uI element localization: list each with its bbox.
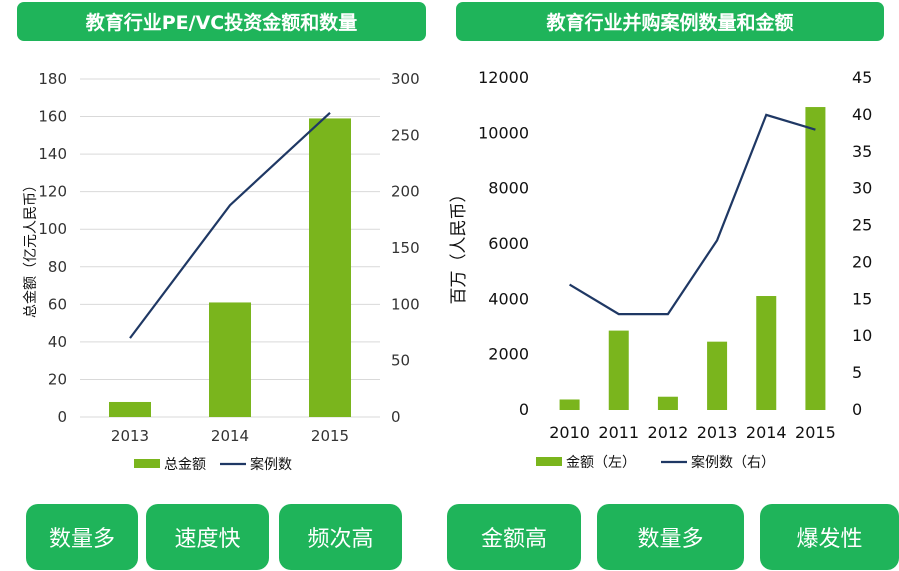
tag-right-1: 金额高 [447,504,581,570]
left-bar [209,302,251,417]
right-bar [805,107,826,411]
right-y-axis-title: 百万（人民币） [449,186,469,305]
left-y-axis-title: 总金额（亿元人民币） [23,178,39,318]
right-y-tick-label: 2000 [488,345,529,364]
left-bar [109,401,151,417]
tag-right-2: 数量多 [597,504,744,570]
right-line-series [569,113,816,316]
right-bar [756,296,777,410]
left-y-tick-label: 20 [48,370,67,388]
pe-vc-investment-chart: 0 20 40 60 80 100 120 140 160 180 0 50 100 150 200 250 3… [23,70,420,473]
left-y2-tick-label: 250 [391,126,420,144]
right-y-tick-label: 4000 [488,289,529,308]
ma-cases-chart: 0 2000 4000 6000 8000 10000 12000 0 5 10 15 20 25 30 3… [449,68,872,471]
right-x-tick-label: 2010 [549,423,590,442]
tag-left-3: 频次高 [279,504,402,570]
left-y2-tick-label: 0 [391,408,401,426]
left-x-tick-label: 2013 [111,427,149,445]
tag-left-2: 速度快 [146,504,269,570]
right-bar [559,399,580,410]
right-legend-line-label: 案例数（右） [691,454,775,471]
left-legend-bar-swatch [134,459,160,468]
left-legend-line-label: 案例数 [250,456,292,473]
right-y2-tick-label: 45 [852,68,872,87]
right-bar [608,330,629,410]
right-y2-tick-label: 10 [852,326,872,345]
right-y2-tick-label: 35 [852,142,872,161]
right-y-tick-label: 6000 [488,234,529,253]
right-bar [707,341,728,410]
right-x-tick-label: 2011 [598,423,639,442]
right-y2-tick-label: 30 [852,179,872,198]
right-x-tick-label: 2012 [648,423,689,442]
tag-left-1: 数量多 [26,504,138,570]
left-y-tick-label: 120 [38,183,67,201]
right-y2-tick-label: 25 [852,216,872,235]
right-y2-tick-label: 20 [852,252,872,271]
left-y2-tick-label: 150 [391,239,420,257]
left-y2-tick-label: 100 [391,295,420,313]
left-x-tick-label: 2014 [211,427,249,445]
right-chart-title: 教育行业并购案例数量和金额 [456,2,884,41]
right-y2-tick-label: 40 [852,105,872,124]
left-y-tick-label: 0 [57,408,67,426]
right-y-tick-label: 12000 [478,68,529,87]
left-y-tick-label: 100 [38,220,67,238]
right-bar [657,396,678,410]
right-x-tick-label: 2013 [697,423,738,442]
left-y2-tick-label: 300 [391,70,420,88]
left-y-tick-label: 80 [48,258,67,276]
left-y2-tick-label: 50 [391,352,410,370]
left-chart-title: 教育行业PE/VC投资金额和数量 [17,2,426,41]
right-y-tick-label: 10000 [478,123,529,142]
left-bar [309,118,351,417]
right-y2-tick-label: 15 [852,289,872,308]
left-y2-tick-label: 200 [391,183,420,201]
left-y-tick-label: 160 [38,108,67,126]
right-x-tick-label: 2015 [795,423,836,442]
left-line-series [129,111,331,339]
left-y-tick-label: 140 [38,145,67,163]
left-y-tick-label: 60 [48,295,67,313]
left-y-tick-label: 40 [48,333,67,351]
tag-right-3: 爆发性 [760,504,899,570]
right-y-tick-label: 0 [519,400,529,419]
right-x-tick-label: 2014 [746,423,787,442]
right-y2-tick-label: 5 [852,363,862,382]
left-x-tick-label: 2015 [311,427,349,445]
right-y-tick-label: 8000 [488,179,529,198]
right-legend-bar-swatch [536,457,562,466]
left-legend-bar-label: 总金额 [164,457,206,473]
left-y-tick-label: 180 [38,70,67,88]
right-legend-bar-label: 金额（左） [566,455,636,471]
right-y2-tick-label: 0 [852,400,862,419]
